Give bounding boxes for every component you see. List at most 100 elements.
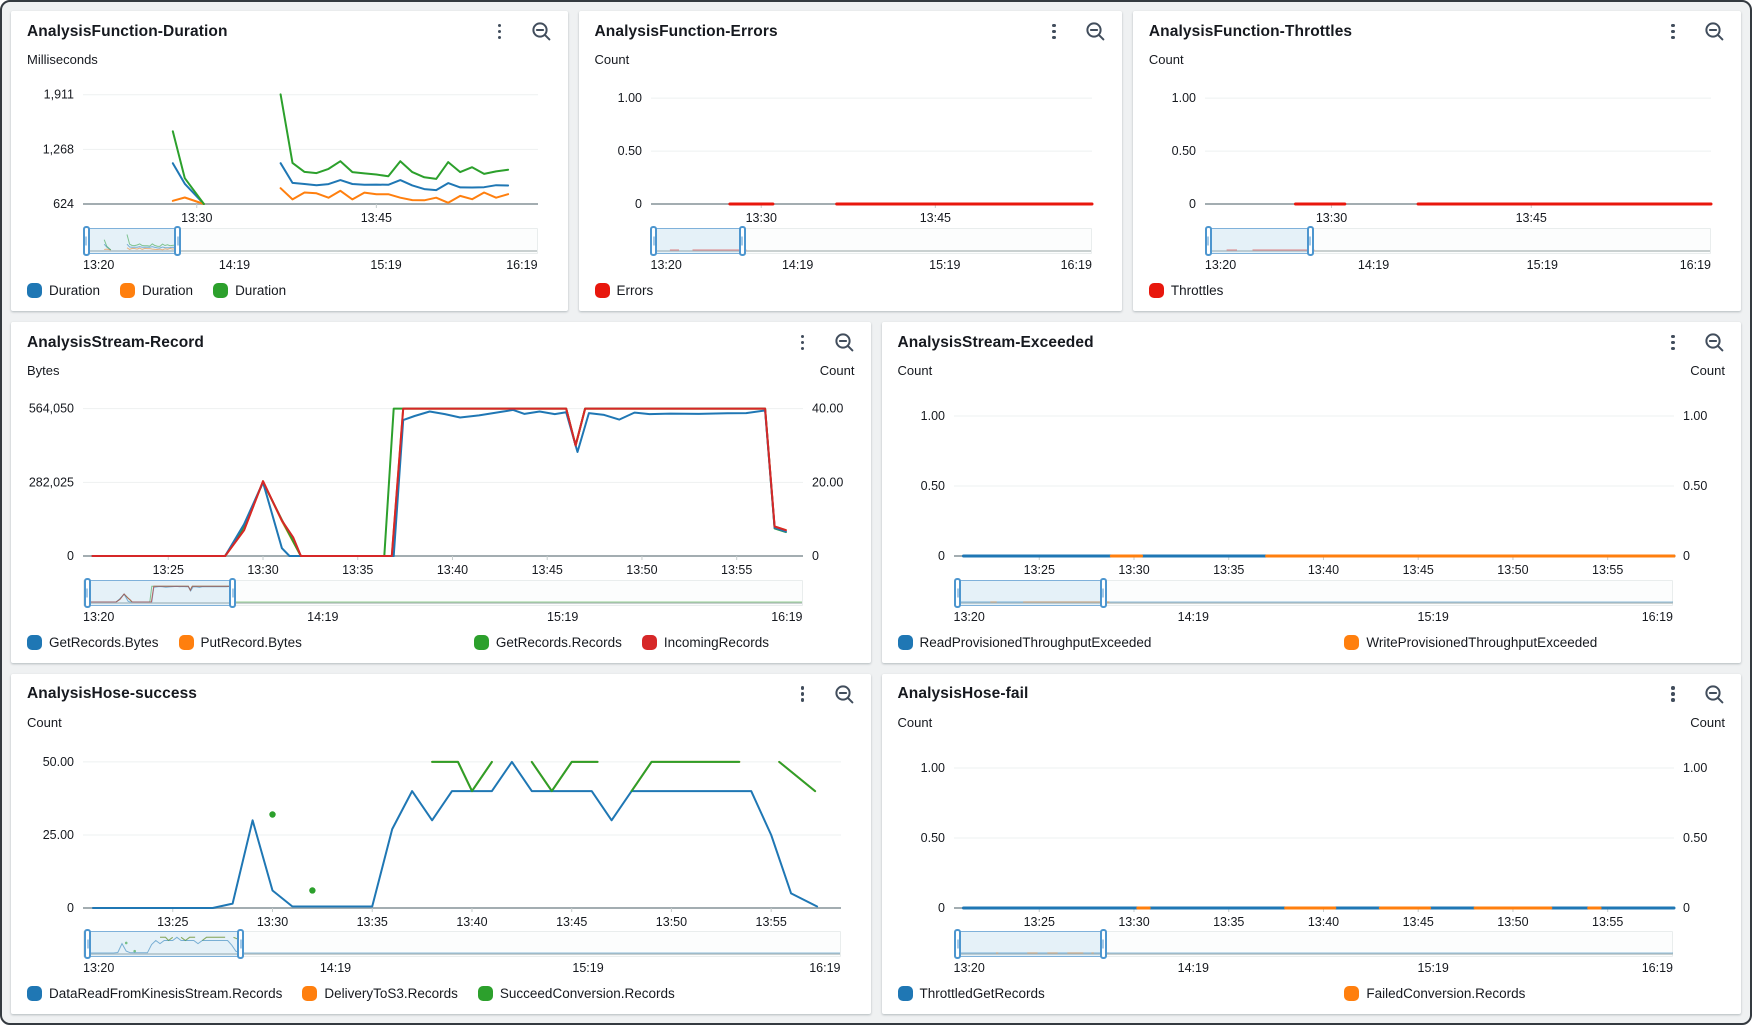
zoom-out-icon[interactable]	[1085, 21, 1106, 42]
timeline-label: 13:20	[953, 609, 985, 624]
widget-actions	[1666, 21, 1725, 42]
timeline-label: 14:19	[781, 258, 814, 272]
widget-menu-icon[interactable]	[1666, 684, 1680, 704]
brush-handle-right[interactable]	[237, 929, 245, 959]
timeline-label: 13:20	[953, 961, 985, 975]
timeline-minimap[interactable]	[83, 577, 803, 608]
legend-item[interactable]: DataReadFromKinesisStream.Records	[27, 986, 282, 1001]
svg-text:13:35: 13:35	[1213, 915, 1244, 929]
timeline-label: 15:19	[1417, 961, 1449, 975]
legend-item[interactable]: GetRecords.Records	[473, 634, 622, 650]
widget-actions	[1047, 21, 1106, 42]
svg-text:13:50: 13:50	[1497, 915, 1528, 929]
brush-handle-right[interactable]	[1099, 577, 1107, 608]
brush-handle-left[interactable]	[954, 929, 962, 959]
brush-selection[interactable]	[83, 577, 237, 608]
brush-handle-left[interactable]	[83, 577, 91, 608]
svg-text:13:45: 13:45	[1402, 915, 1433, 929]
mini-sparkline-svg	[84, 585, 802, 604]
brush-selection[interactable]	[1204, 226, 1314, 256]
legend-item[interactable]: Throttles	[1148, 283, 1224, 298]
legend-label: PutRecord.Bytes	[200, 634, 302, 650]
svg-text:1.00: 1.00	[1683, 761, 1707, 775]
timeline-minimap[interactable]	[953, 929, 1673, 959]
brush-handle-right[interactable]	[229, 577, 237, 608]
timeline-labels: 13:20 14:19 15:19 16:19	[83, 258, 538, 275]
timeline-minimap[interactable]	[82, 226, 538, 256]
main-plot-svg: 1,911 1,268 624 13:30 13:45	[43, 88, 538, 225]
timeline-labels: 13:20 14:19 15:19 16:19	[83, 610, 803, 627]
brush-selection[interactable]	[954, 577, 1107, 608]
svg-text:13:35: 13:35	[1213, 563, 1244, 577]
brush-handle-right[interactable]	[174, 226, 182, 256]
legend-item[interactable]: IncomingRecords	[641, 634, 769, 650]
widget-menu-icon[interactable]	[1666, 22, 1680, 42]
zoom-out-icon[interactable]	[834, 332, 855, 353]
widget-menu-icon[interactable]	[796, 684, 810, 704]
legend-item[interactable]: Duration	[213, 283, 286, 298]
mini-sparkline-svg	[1205, 249, 1710, 252]
timeline-minimap[interactable]	[953, 577, 1673, 608]
widget-menu-icon[interactable]	[1666, 333, 1680, 353]
svg-text:13:50: 13:50	[656, 915, 687, 929]
brush-selection[interactable]	[954, 929, 1107, 959]
chart-widget: AnalysisFunction-Throttles Count 1.00 0.5…	[1132, 11, 1741, 311]
widget-menu-icon[interactable]	[493, 22, 507, 42]
brush-selection[interactable]	[84, 929, 245, 959]
legend-item[interactable]: PutRecord.Bytes	[178, 634, 302, 650]
timeline-minimap[interactable]	[650, 226, 1092, 256]
mini-sparkline-svg	[84, 936, 840, 955]
widget-header: AnalysisHose-success	[27, 684, 855, 705]
legend-item[interactable]: Duration	[120, 283, 193, 298]
brush-handle-right[interactable]	[1306, 226, 1314, 256]
svg-text:13:30: 13:30	[257, 915, 288, 929]
svg-text:0.50: 0.50	[617, 144, 641, 158]
zoom-out-icon[interactable]	[1704, 684, 1725, 705]
legend-item[interactable]: GetRecords.Bytes	[27, 634, 159, 650]
widget-menu-icon[interactable]	[1047, 22, 1061, 42]
brush-handle-right[interactable]	[738, 226, 746, 256]
svg-text:1,911: 1,911	[44, 88, 74, 102]
timeline-label: 16:19	[506, 258, 538, 272]
legend-swatch	[302, 986, 318, 1001]
legend-item[interactable]: ReadProvisionedThroughputExceeded	[897, 634, 1151, 650]
timeline-label: 15:19	[929, 258, 961, 272]
brush-handle-left[interactable]	[954, 577, 962, 608]
svg-text:25.00: 25.00	[43, 827, 74, 841]
zoom-out-icon[interactable]	[531, 21, 552, 42]
brush-selection[interactable]	[650, 226, 746, 256]
legend-label: Errors	[616, 283, 654, 298]
brush-selection[interactable]	[82, 226, 182, 256]
y-axis-unit-label: Bytes	[27, 363, 60, 378]
widget-menu-icon[interactable]	[796, 333, 810, 353]
legend-item[interactable]: SucceedConversion.Records	[477, 986, 675, 1001]
brush-handle-right[interactable]	[1099, 929, 1107, 959]
zoom-out-icon[interactable]	[834, 684, 855, 705]
legend-item[interactable]: ThrottledGetRecords	[897, 986, 1045, 1001]
legend-label: Throttles	[1170, 283, 1224, 298]
timeline-minimap[interactable]	[1204, 226, 1711, 256]
chart-plot-area: 1.00 0.50 0 13:30 13:45	[595, 69, 1106, 228]
axis-unit-row: Count	[1149, 52, 1725, 67]
svg-text:1.00: 1.00	[617, 91, 641, 105]
brush-handle-left[interactable]	[82, 226, 90, 256]
svg-text:13:30: 13:30	[1118, 563, 1149, 577]
svg-text:13:45: 13:45	[532, 563, 563, 577]
widget-header: AnalysisStream-Record	[27, 332, 855, 353]
brush-handle-left[interactable]	[84, 929, 92, 959]
brush-handle-left[interactable]	[650, 226, 658, 256]
svg-text:13:35: 13:35	[342, 563, 373, 577]
legend-item[interactable]: FailedConversion.Records	[1344, 986, 1525, 1001]
timeline-minimap[interactable]	[83, 929, 841, 959]
legend-item[interactable]: DeliveryToS3.Records	[302, 986, 458, 1001]
legend-item[interactable]: Errors	[594, 283, 654, 298]
zoom-out-icon[interactable]	[1704, 21, 1725, 42]
svg-text:282,025: 282,025	[29, 475, 74, 489]
legend-item[interactable]: WriteProvisionedThroughputExceeded	[1344, 634, 1597, 650]
right-y-axis-unit-label: Count	[1690, 714, 1725, 730]
zoom-out-icon[interactable]	[1704, 332, 1725, 353]
legend-item[interactable]: Duration	[27, 283, 100, 298]
brush-handle-left[interactable]	[1204, 226, 1212, 256]
legend-label: GetRecords.Records	[495, 634, 622, 650]
timeline-label: 13:20	[650, 258, 682, 272]
